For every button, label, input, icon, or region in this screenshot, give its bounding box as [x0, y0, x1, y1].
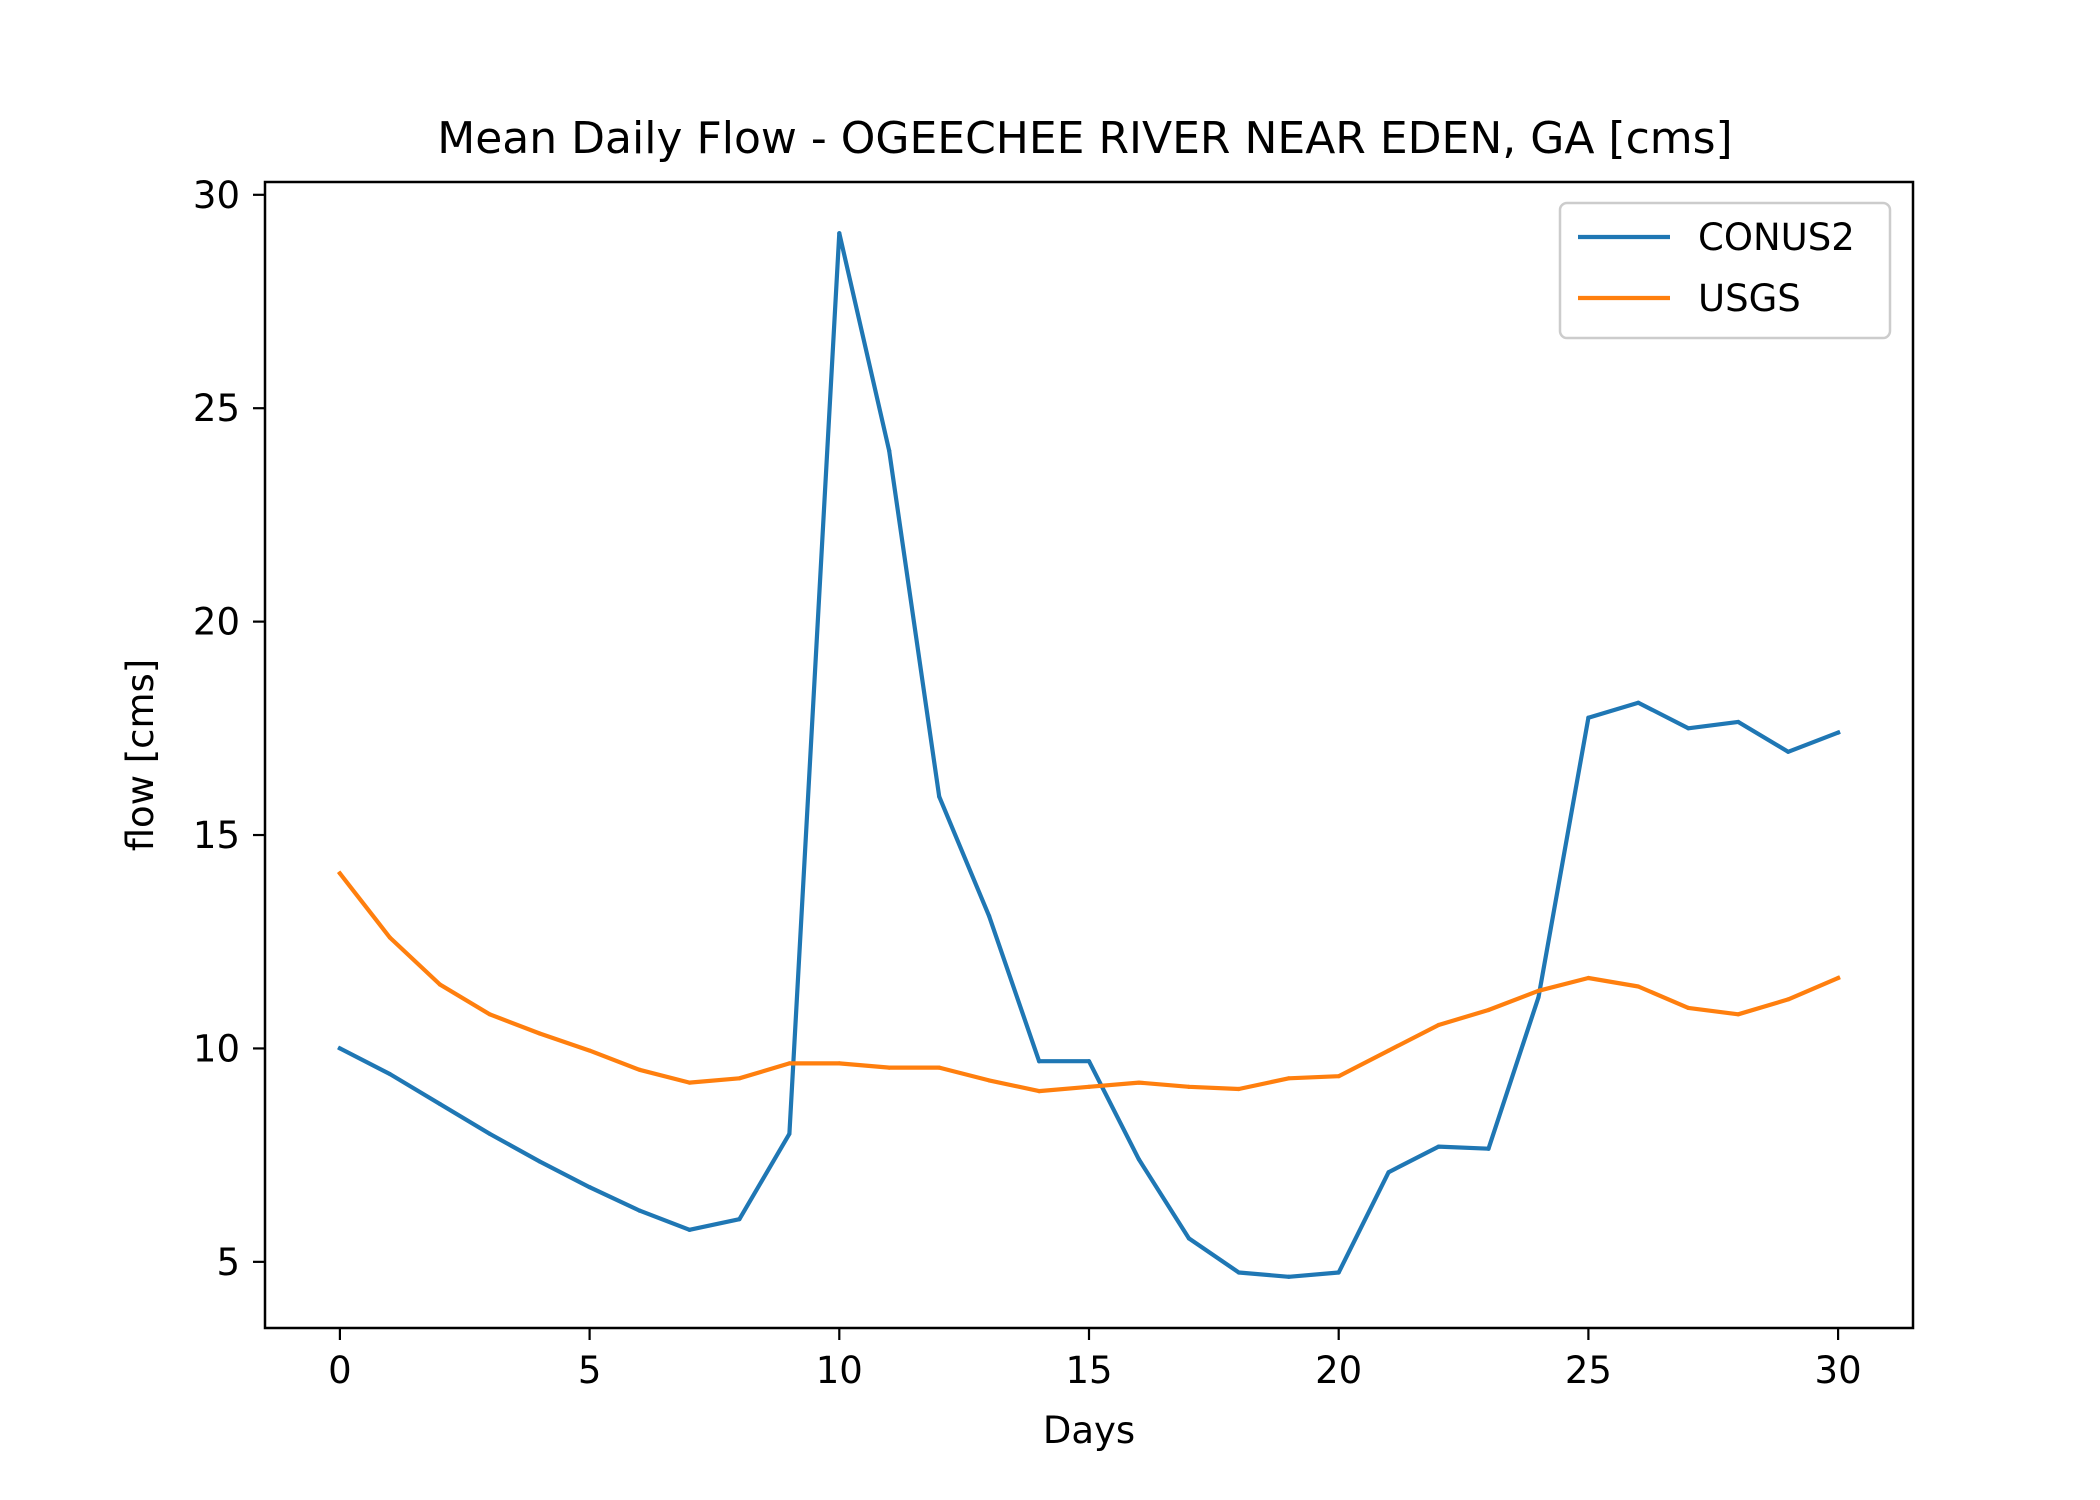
y-axis: 5 10 15 20 25 30 [193, 174, 265, 1284]
plot-content [336, 231, 1841, 1279]
y-tick-label: 10 [193, 1027, 240, 1070]
x-tick-label: 10 [816, 1349, 863, 1392]
chart-title: Mean Daily Flow - OGEECHEE RIVER NEAR ED… [437, 113, 1732, 164]
data-point-conus2 [537, 1159, 542, 1164]
data-point-usgs [1386, 1048, 1391, 1053]
data-point-usgs [887, 1065, 892, 1070]
data-point-usgs [1436, 1022, 1441, 1028]
data-point-conus2 [1786, 749, 1791, 754]
x-tick-label: 20 [1315, 1349, 1362, 1392]
data-point-usgs [1586, 975, 1591, 981]
data-point-usgs [937, 1065, 942, 1070]
data-point-conus2 [687, 1227, 692, 1232]
data-point-usgs [1636, 984, 1641, 989]
data-point-usgs [1786, 997, 1791, 1002]
data-point-usgs [1236, 1086, 1241, 1092]
data-point-usgs [1536, 988, 1541, 993]
data-point-conus2 [587, 1185, 592, 1190]
data-point-conus2 [1686, 726, 1691, 731]
data-point-conus2 [387, 1071, 392, 1077]
x-tick-label: 5 [578, 1349, 602, 1392]
data-point-conus2 [637, 1208, 642, 1213]
legend-label: CONUS2 [1698, 216, 1855, 259]
data-point-usgs [587, 1048, 592, 1053]
data-point-usgs [1736, 1012, 1741, 1017]
data-point-conus2 [487, 1131, 492, 1136]
data-point-conus2 [987, 914, 992, 919]
data-point-conus2 [337, 1046, 343, 1051]
data-point-conus2 [437, 1101, 442, 1107]
data-point-usgs [487, 1012, 492, 1017]
x-axis-label: Days [1043, 1409, 1135, 1452]
data-point-usgs [337, 871, 343, 876]
data-point-usgs [1286, 1076, 1291, 1081]
data-point-usgs [687, 1080, 692, 1085]
x-tick-label: 15 [1065, 1349, 1112, 1392]
data-point-conus2 [1636, 700, 1641, 705]
legend: CONUS2 USGS [1558, 201, 1892, 340]
legend-label: USGS [1698, 277, 1801, 320]
data-point-conus2 [1136, 1157, 1142, 1162]
y-tick-label: 15 [193, 814, 240, 857]
data-point-usgs [1186, 1084, 1191, 1089]
data-point-conus2 [1036, 1059, 1042, 1064]
data-point-conus2 [1835, 730, 1841, 735]
data-point-conus2 [1186, 1236, 1191, 1241]
data-point-usgs [1486, 1007, 1491, 1013]
data-point-conus2 [1436, 1144, 1441, 1149]
data-point-usgs [1086, 1084, 1092, 1089]
data-point-usgs [987, 1078, 992, 1083]
data-point-usgs [1686, 1005, 1691, 1010]
data-point-usgs [837, 1061, 842, 1066]
data-point-usgs [1336, 1074, 1341, 1079]
x-tick-label: 30 [1815, 1349, 1862, 1392]
x-tick-label: 25 [1565, 1349, 1612, 1392]
data-point-conus2 [1586, 715, 1591, 720]
data-point-conus2 [1486, 1146, 1491, 1151]
data-point-usgs [437, 982, 442, 987]
y-tick-label: 20 [193, 601, 240, 644]
data-point-conus2 [937, 794, 942, 799]
data-point-usgs [387, 935, 392, 940]
data-point-usgs [1136, 1080, 1142, 1085]
y-tick-label: 30 [193, 174, 240, 217]
data-point-usgs [1835, 975, 1841, 981]
x-tick-label: 0 [328, 1349, 352, 1392]
data-point-conus2 [1286, 1274, 1291, 1279]
data-point-conus2 [787, 1131, 792, 1136]
data-point-conus2 [887, 448, 892, 453]
data-point-usgs [637, 1067, 642, 1072]
data-point-conus2 [1086, 1059, 1092, 1064]
data-point-conus2 [1336, 1270, 1341, 1275]
data-point-conus2 [1386, 1170, 1391, 1175]
y-axis-label: flow [cms] [119, 659, 162, 852]
y-tick-label: 5 [216, 1241, 240, 1284]
data-point-conus2 [1736, 719, 1741, 725]
data-point-conus2 [737, 1217, 742, 1222]
data-point-usgs [787, 1061, 792, 1066]
data-point-usgs [737, 1076, 742, 1081]
x-axis: 0 5 10 15 20 25 30 [328, 1328, 1862, 1392]
data-point-usgs [1036, 1089, 1042, 1094]
data-point-usgs [537, 1031, 542, 1036]
data-point-conus2 [837, 231, 842, 236]
data-point-conus2 [1536, 995, 1541, 1000]
data-point-conus2 [1236, 1270, 1241, 1275]
y-tick-label: 25 [193, 387, 240, 430]
